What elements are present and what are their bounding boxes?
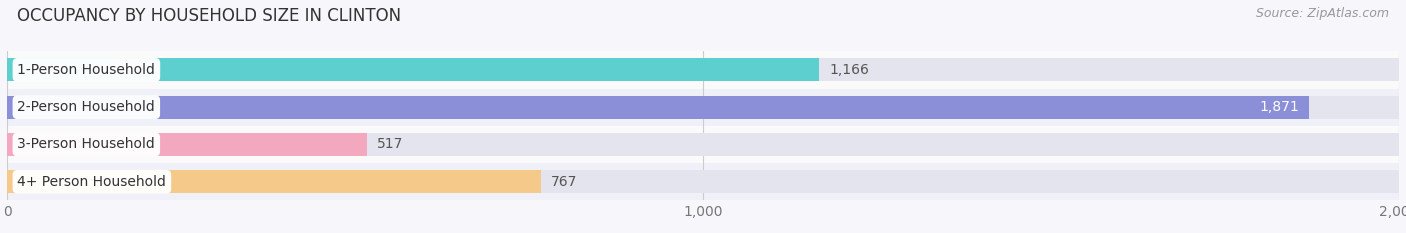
Text: 1-Person Household: 1-Person Household <box>17 63 155 77</box>
Bar <box>7 126 1399 163</box>
Bar <box>7 170 541 193</box>
Bar <box>7 96 1399 119</box>
Text: 4+ Person Household: 4+ Person Household <box>17 175 166 189</box>
Bar <box>7 163 1399 200</box>
Bar <box>7 96 1309 119</box>
Text: 1,871: 1,871 <box>1258 100 1299 114</box>
Text: Source: ZipAtlas.com: Source: ZipAtlas.com <box>1256 7 1389 20</box>
Text: 767: 767 <box>551 175 578 189</box>
Text: 2-Person Household: 2-Person Household <box>17 100 155 114</box>
Text: OCCUPANCY BY HOUSEHOLD SIZE IN CLINTON: OCCUPANCY BY HOUSEHOLD SIZE IN CLINTON <box>17 7 401 25</box>
Bar <box>7 170 1399 193</box>
Text: 3-Person Household: 3-Person Household <box>17 137 155 151</box>
Bar <box>7 89 1399 126</box>
Text: 517: 517 <box>377 137 404 151</box>
Text: 1,166: 1,166 <box>830 63 869 77</box>
Bar <box>7 58 818 82</box>
Bar <box>7 51 1399 89</box>
Bar <box>7 133 367 156</box>
Bar <box>7 58 1399 82</box>
Bar <box>7 133 1399 156</box>
